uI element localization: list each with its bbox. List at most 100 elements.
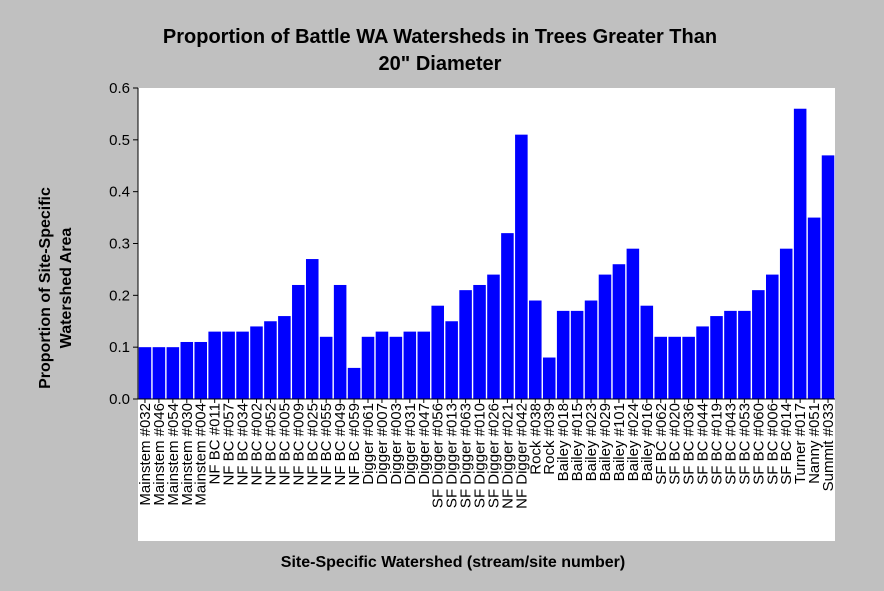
x-tick-label-39: SF BC #036 <box>681 403 698 485</box>
x-tick-label-48: Nanny #051 <box>806 403 823 484</box>
bar-47 <box>793 108 807 399</box>
x-tick-label-38: SF BC #020 <box>667 403 684 485</box>
x-tick-label-4: Mainstem #004 <box>193 403 210 506</box>
x-tick-label-34: Bailey #101 <box>611 403 628 481</box>
x-tick-label-16: Digger #061 <box>360 403 377 485</box>
x-tick-label-3: Mainstem #030 <box>179 403 196 506</box>
bar-21 <box>431 305 444 399</box>
bar-20 <box>417 331 431 399</box>
bar-10 <box>278 316 291 399</box>
x-tick-label-28: Rock #038 <box>527 403 544 475</box>
x-tick-label-8: NF BC #002 <box>248 403 265 486</box>
bar-6 <box>222 331 235 399</box>
bar-4 <box>194 341 208 399</box>
x-tick-label-36: Bailey #016 <box>639 403 656 481</box>
bar-16 <box>361 336 375 399</box>
bar-31 <box>570 310 584 399</box>
bar-28 <box>529 300 542 399</box>
chart-title-line-1: Proportion of Battle WA Watersheds in Tr… <box>163 26 717 48</box>
bar-9 <box>264 321 277 399</box>
y-tick-label-1: 0.1 <box>109 339 130 356</box>
bar-30 <box>556 310 570 399</box>
x-tick-label-31: Bailey #015 <box>569 403 586 481</box>
x-tick-label-9: NF BC #052 <box>262 403 279 486</box>
x-tick-label-45: SF BC #006 <box>764 403 781 485</box>
bar-14 <box>333 284 347 399</box>
bar-27 <box>515 134 528 399</box>
x-tick-label-20: Digger #047 <box>416 403 433 485</box>
x-tick-label-2: Mainstem #054 <box>165 403 182 506</box>
bar-40 <box>696 326 709 399</box>
bar-11 <box>292 284 305 399</box>
y-axis-label-line-1: Proportion of Site-Specific <box>37 187 54 389</box>
x-tick-label-6: NF BC #057 <box>221 403 238 486</box>
x-tick-label-27: NF Digger #042 <box>513 403 530 509</box>
bar-17 <box>375 331 389 399</box>
y-tick-label-3: 0.3 <box>109 236 130 253</box>
bar-48 <box>807 217 821 399</box>
bar-39 <box>682 336 695 399</box>
bar-12 <box>305 259 319 399</box>
x-tick-label-47: Turner #017 <box>792 403 809 484</box>
x-tick-label-29: Rock #039 <box>541 403 558 475</box>
x-tick-label-18: Digger #003 <box>388 403 405 485</box>
x-tick-label-25: SF Digger #026 <box>485 403 502 508</box>
x-tick-label-22: SF Digger #013 <box>444 403 461 508</box>
bar-42 <box>724 310 737 399</box>
bar-3 <box>180 341 194 399</box>
x-tick-label-35: Bailey #024 <box>625 403 642 481</box>
bar-37 <box>654 336 668 399</box>
bar-23 <box>459 290 472 399</box>
y-tick-label-6: 0.6 <box>109 80 130 97</box>
bar-45 <box>766 274 779 399</box>
y-tick-label-2: 0.2 <box>109 287 130 304</box>
bar-25 <box>487 274 500 399</box>
x-tick-label-41: SF BC #019 <box>709 403 726 485</box>
bar-22 <box>445 321 458 399</box>
x-tick-label-43: SF BC #053 <box>736 403 753 485</box>
bar-26 <box>501 233 514 399</box>
bar-7 <box>236 331 249 399</box>
x-tick-label-32: Bailey #023 <box>583 403 600 481</box>
x-axis-label: Site-Specific Watershed (stream/site num… <box>281 554 625 571</box>
bar-18 <box>389 336 403 399</box>
bar-35 <box>626 248 640 399</box>
bar-13 <box>319 336 333 399</box>
y-tick-label-0: 0.0 <box>109 391 130 408</box>
bar-33 <box>598 274 612 399</box>
x-tick-label-12: NF BC #025 <box>304 403 321 486</box>
x-tick-label-21: SF Digger #056 <box>430 403 447 508</box>
bar-29 <box>542 357 556 399</box>
x-tick-label-10: NF BC #005 <box>276 403 293 486</box>
bars-group <box>138 108 835 399</box>
x-tick-label-5: NF BC #011 <box>207 403 224 484</box>
bar-38 <box>668 336 681 399</box>
x-tick-label-42: SF BC #043 <box>722 403 739 485</box>
x-tick-label-14: NF BC #049 <box>332 403 349 486</box>
x-tick-label-24: SF Digger #010 <box>472 403 489 508</box>
y-tick-label-5: 0.5 <box>109 132 130 149</box>
x-tick-label-1: Mainstem #046 <box>151 403 168 506</box>
bar-36 <box>640 305 654 399</box>
bar-24 <box>473 284 486 399</box>
x-tick-label-30: Bailey #018 <box>555 403 572 481</box>
bar-5 <box>208 331 221 399</box>
x-tick-label-40: SF BC #044 <box>695 403 712 485</box>
x-tick-label-33: Bailey #029 <box>597 403 614 481</box>
x-tick-label-37: SF BC #062 <box>653 403 670 485</box>
x-tick-label-11: NF BC #009 <box>290 403 307 486</box>
y-tick-label-4: 0.4 <box>109 184 130 201</box>
bar-8 <box>250 326 263 399</box>
bar-41 <box>710 316 723 399</box>
bar-49 <box>821 155 835 399</box>
x-tick-label-26: NF Digger #021 <box>499 403 516 509</box>
x-tick-label-7: NF BC #034 <box>235 403 252 486</box>
bar-34 <box>612 264 626 399</box>
bar-43 <box>738 310 751 399</box>
x-tick-label-49: Summit #033 <box>820 403 837 491</box>
bar-15 <box>347 367 361 399</box>
y-axis: 0.0 0.1 0.2 0.3 0.4 0.5 0.6 <box>109 80 138 408</box>
x-tick-label-0: Mainstem #032 <box>137 403 154 506</box>
